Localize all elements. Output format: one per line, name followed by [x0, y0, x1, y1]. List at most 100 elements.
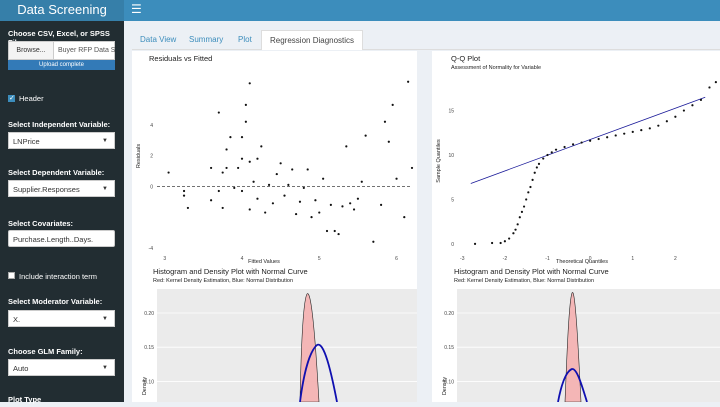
- residuals-x-tick-label: 3: [163, 256, 166, 262]
- residuals-point: [391, 103, 394, 106]
- qq-y-tick-label: 5: [451, 197, 454, 203]
- browse-button[interactable]: Browse...: [9, 42, 54, 59]
- residuals-point: [240, 189, 244, 193]
- covariates-label: Select Covariates:: [8, 219, 74, 228]
- residuals-point: [209, 166, 213, 170]
- qq-point: [657, 124, 660, 127]
- dependent-variable-label: Select Dependent Variable:: [8, 168, 105, 177]
- qq-point: [665, 120, 668, 123]
- residuals-point: [302, 186, 305, 190]
- residuals-point: [364, 134, 367, 137]
- histogram-right-y-tick-label: 0.15: [444, 345, 454, 351]
- residuals-point: [325, 229, 329, 233]
- residuals-point: [318, 211, 321, 214]
- moderator-variable-value: X.: [13, 315, 21, 324]
- residuals-point: [217, 111, 220, 114]
- qq-point: [631, 130, 634, 133]
- qq-point: [589, 139, 592, 142]
- residuals-point: [322, 177, 325, 180]
- hamburger-icon[interactable]: ☰: [131, 2, 142, 16]
- residuals-point: [221, 171, 224, 174]
- qq-reference-line: [470, 96, 706, 184]
- residuals-point: [209, 199, 213, 202]
- histogram-left-y-label: Density: [142, 377, 148, 396]
- glm-family-select[interactable]: Auto ▼: [8, 359, 115, 376]
- qq-point: [597, 137, 600, 141]
- qq-point: [525, 198, 528, 201]
- residuals-point: [306, 168, 309, 171]
- qq-point: [714, 81, 717, 84]
- covariates-select[interactable]: Purchase.Length..Days.: [8, 230, 115, 247]
- residuals-point: [279, 162, 282, 165]
- qq-point: [490, 241, 494, 245]
- residuals-point: [233, 186, 236, 190]
- file-input[interactable]: Browse... Buyer RFP Data S: [8, 41, 115, 60]
- qq-y-tick-label: 0: [451, 242, 454, 248]
- qq-point: [699, 98, 703, 101]
- residuals-x-tick-label: 5: [318, 256, 321, 262]
- qq-x-tick-label: 1: [631, 256, 634, 262]
- residuals-point: [329, 203, 332, 206]
- residuals-point: [349, 202, 352, 205]
- qq-point: [514, 228, 517, 231]
- histogram-left-gridlines: [157, 312, 417, 382]
- independent-variable-select[interactable]: LNPrice ▼: [8, 132, 115, 149]
- residuals-point: [217, 189, 220, 193]
- residuals-point: [240, 136, 244, 139]
- qq-point: [550, 151, 553, 154]
- histogram-left-title: Histogram and Density Plot with Normal C…: [153, 267, 308, 276]
- independent-variable-label: Select Independent Variable:: [8, 120, 111, 129]
- histogram-left-y-tick-label: 0.15: [144, 345, 154, 351]
- residuals-point: [225, 148, 228, 151]
- chevron-down-icon: ▼: [102, 316, 108, 322]
- tab-summary[interactable]: Summary: [189, 35, 224, 44]
- qq-point: [520, 210, 524, 213]
- residuals-points: [167, 80, 414, 243]
- qq-point: [691, 104, 694, 107]
- residuals-point: [237, 166, 240, 170]
- diagnostic-plots: Residuals vs Fitted 4 2 0 -4 3 4 5 6 Fitted Va…: [132, 51, 720, 403]
- moderator-variable-select[interactable]: X. ▼: [8, 310, 115, 327]
- tab-data-view[interactable]: Data View: [140, 35, 177, 44]
- qq-point: [522, 205, 526, 208]
- residuals-point: [291, 168, 294, 171]
- histogram-left-y-ticks: 0.20 0.15 0.10: [144, 311, 154, 385]
- residuals-point: [267, 183, 271, 186]
- qq-y-tick-label: 10: [448, 153, 454, 159]
- sidebar: Choose CSV, Excel, or SPSS File Browse..…: [0, 21, 124, 404]
- histogram-left-subtitle: Red: Kernel Density Estimation, Blue: No…: [153, 278, 293, 284]
- residuals-point: [252, 180, 255, 183]
- interaction-checkbox[interactable]: [8, 272, 15, 279]
- residuals-point: [248, 82, 251, 85]
- residuals-x-label: Fitted Values: [248, 259, 280, 265]
- top-navbar: Data Screening ☰: [0, 0, 720, 21]
- residuals-point: [383, 120, 387, 123]
- residuals-y-tick-label: 4: [150, 123, 153, 129]
- residuals-point: [225, 166, 228, 170]
- residuals-point: [298, 200, 302, 203]
- residuals-point: [271, 202, 275, 205]
- qq-plot-subtitle: Assessment of Normality for Variable: [451, 65, 541, 71]
- plot-type-label: Plot Type: [8, 395, 42, 404]
- tab-bar: Data View Summary Plot Regression Diagno…: [132, 30, 720, 50]
- qq-x-tick-label: -2: [503, 256, 508, 262]
- tab-regression-diagnostics[interactable]: Regression Diagnostics: [261, 30, 364, 50]
- histogram-right-y-tick-label: 0.10: [444, 379, 454, 385]
- residuals-point: [244, 103, 247, 106]
- histogram-left-normal-curve: [299, 343, 338, 403]
- header-checkbox[interactable]: [8, 94, 15, 102]
- qq-point: [529, 185, 532, 189]
- residuals-point: [372, 240, 375, 243]
- histogram-right-y-label: Density: [442, 377, 448, 396]
- dependent-variable-select[interactable]: Supplier.Responses ▼: [8, 180, 115, 197]
- file-name-field: Buyer RFP Data S: [58, 47, 115, 54]
- residuals-point: [240, 157, 244, 160]
- residuals-point: [337, 232, 340, 236]
- residuals-point: [283, 194, 286, 197]
- residuals-point: [256, 197, 259, 200]
- qq-x-label: Theoretical Quantiles: [556, 259, 608, 265]
- qq-point: [542, 157, 545, 160]
- tab-plot[interactable]: Plot: [238, 35, 252, 44]
- chevron-down-icon: ▼: [102, 365, 108, 371]
- residuals-point: [410, 166, 414, 170]
